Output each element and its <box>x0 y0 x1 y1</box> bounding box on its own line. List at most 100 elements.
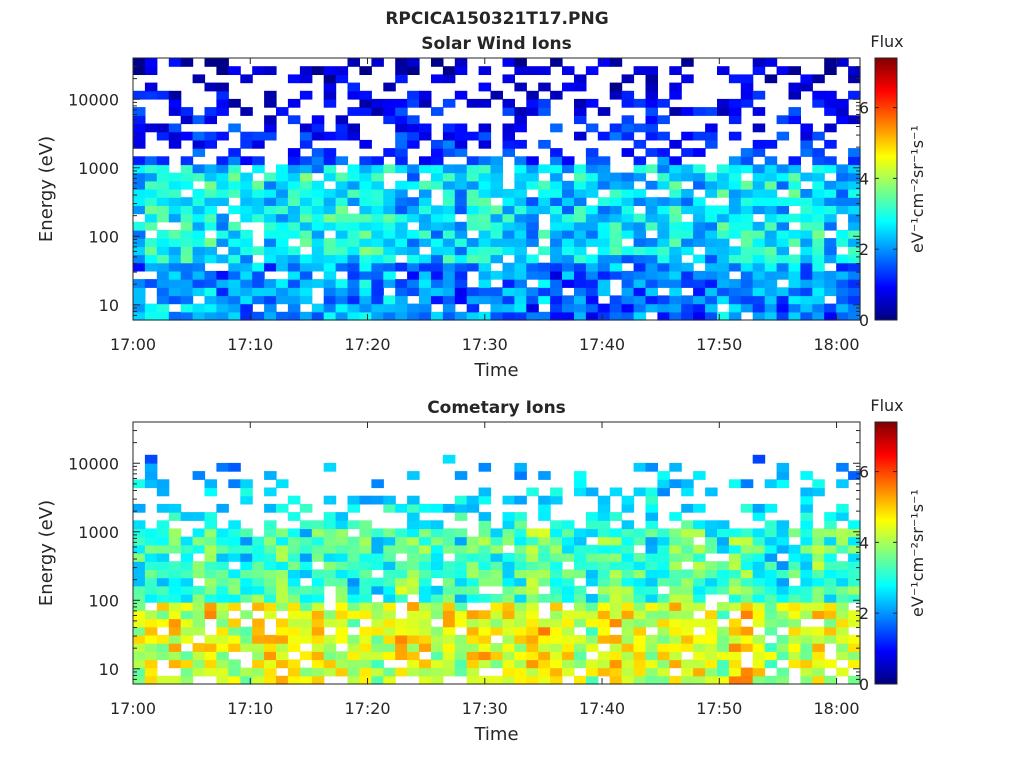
cometary-cell <box>502 593 515 603</box>
solar-wind-cell <box>490 213 503 223</box>
cometary-cell <box>633 528 647 538</box>
cometary-cell <box>347 536 360 546</box>
solar-wind-cell <box>621 197 635 206</box>
solar-wind-cell <box>323 262 337 272</box>
cometary-cell <box>192 667 206 677</box>
cometary-cell <box>371 585 384 595</box>
solar-wind-cell <box>705 303 718 313</box>
solar-wind-cell <box>502 213 515 223</box>
cometary-cell <box>693 569 706 579</box>
solar-wind-cell <box>419 197 432 206</box>
cometary-cell <box>228 569 241 579</box>
cometary-cell <box>597 561 611 570</box>
solar-wind-cell <box>466 295 480 305</box>
cometary-cell <box>442 651 456 661</box>
solar-wind-cell <box>180 254 194 264</box>
cometary-cell <box>562 585 575 595</box>
cometary-cell <box>800 536 813 546</box>
solar-wind-x-tick-label: 17:40 <box>579 335 625 354</box>
solar-wind-cell <box>502 98 515 108</box>
solar-wind-cell <box>740 303 754 313</box>
cometary-cell <box>204 512 217 521</box>
cometary-cell <box>216 577 229 587</box>
solar-wind-cell <box>621 287 635 297</box>
cometary-cell <box>180 634 194 644</box>
solar-wind-cell <box>788 213 801 223</box>
solar-wind-cell <box>347 303 360 313</box>
solar-wind-cell <box>287 295 301 305</box>
solar-wind-cell <box>240 270 253 280</box>
solar-wind-cell <box>383 164 396 174</box>
solar-wind-cell <box>621 148 635 157</box>
cometary-cell <box>728 528 742 538</box>
solar-wind-cell <box>776 238 790 247</box>
solar-wind-cell <box>824 180 837 190</box>
cometary-cell <box>454 593 468 603</box>
cometary-cell <box>585 553 599 562</box>
solar-wind-cell <box>812 279 825 288</box>
solar-wind-cell <box>156 254 170 264</box>
solar-wind-cell <box>752 66 766 75</box>
solar-wind-cell <box>752 221 766 231</box>
solar-wind-cell <box>728 213 742 223</box>
cometary-cell <box>633 618 647 628</box>
solar-wind-cell <box>347 238 360 247</box>
cometary-cell <box>144 569 158 579</box>
solar-wind-cell <box>502 246 515 256</box>
cometary-cell <box>585 528 599 538</box>
cometary-cell <box>299 528 313 538</box>
solar-wind-cell <box>252 311 265 321</box>
solar-wind-cell <box>144 311 158 321</box>
cometary-cell <box>419 610 432 620</box>
solar-wind-cell <box>597 229 611 239</box>
cometary-cell <box>395 651 408 661</box>
solar-wind-cell <box>800 295 813 305</box>
solar-wind-cell <box>717 98 730 108</box>
solar-wind-cell <box>705 107 718 116</box>
solar-wind-cell <box>633 287 647 297</box>
cometary-cell <box>574 651 587 661</box>
solar-wind-cell <box>574 189 587 198</box>
solar-wind-cell <box>514 221 527 231</box>
cometary-cell <box>287 675 301 685</box>
cometary-cell <box>442 561 456 570</box>
solar-wind-cell <box>514 287 527 297</box>
solar-wind-cell <box>669 279 682 288</box>
solar-wind-cell <box>717 66 730 75</box>
solar-wind-cell <box>705 287 718 297</box>
cometary-cell <box>252 643 265 652</box>
solar-wind-cell <box>740 205 754 215</box>
solar-wind-cell <box>514 172 527 182</box>
cometary-cell <box>645 544 658 554</box>
solar-wind-cell <box>419 131 432 141</box>
cometary-cell <box>192 659 206 669</box>
solar-wind-cell <box>299 262 313 272</box>
solar-wind-cell <box>454 270 468 280</box>
cometary-cell <box>574 471 587 480</box>
solar-wind-cell <box>836 205 849 215</box>
solar-wind-cell <box>371 311 384 321</box>
cometary-cell <box>502 602 515 611</box>
cometary-cell <box>168 544 182 554</box>
solar-wind-cell <box>395 189 408 198</box>
cometary-cell <box>287 634 301 644</box>
cometary-cell <box>740 544 754 554</box>
cometary-cell <box>574 593 587 603</box>
cometary-cell <box>204 667 217 677</box>
cometary-cell <box>228 553 241 562</box>
solar-wind-cell <box>836 58 849 67</box>
solar-wind-cell <box>502 139 515 149</box>
solar-wind-cell <box>645 205 658 215</box>
cometary-cell <box>442 577 456 587</box>
solar-wind-cell <box>454 197 468 206</box>
cometary-cell <box>276 536 289 546</box>
solar-wind-cell <box>728 221 742 231</box>
cometary-cell <box>383 569 396 579</box>
solar-wind-cell <box>180 205 194 215</box>
cometary-cell <box>299 544 313 554</box>
solar-wind-cell <box>562 197 575 206</box>
cometary-cell <box>836 536 849 546</box>
cometary-cell <box>240 553 253 562</box>
solar-wind-cell <box>156 262 170 272</box>
cometary-cell <box>133 553 146 562</box>
